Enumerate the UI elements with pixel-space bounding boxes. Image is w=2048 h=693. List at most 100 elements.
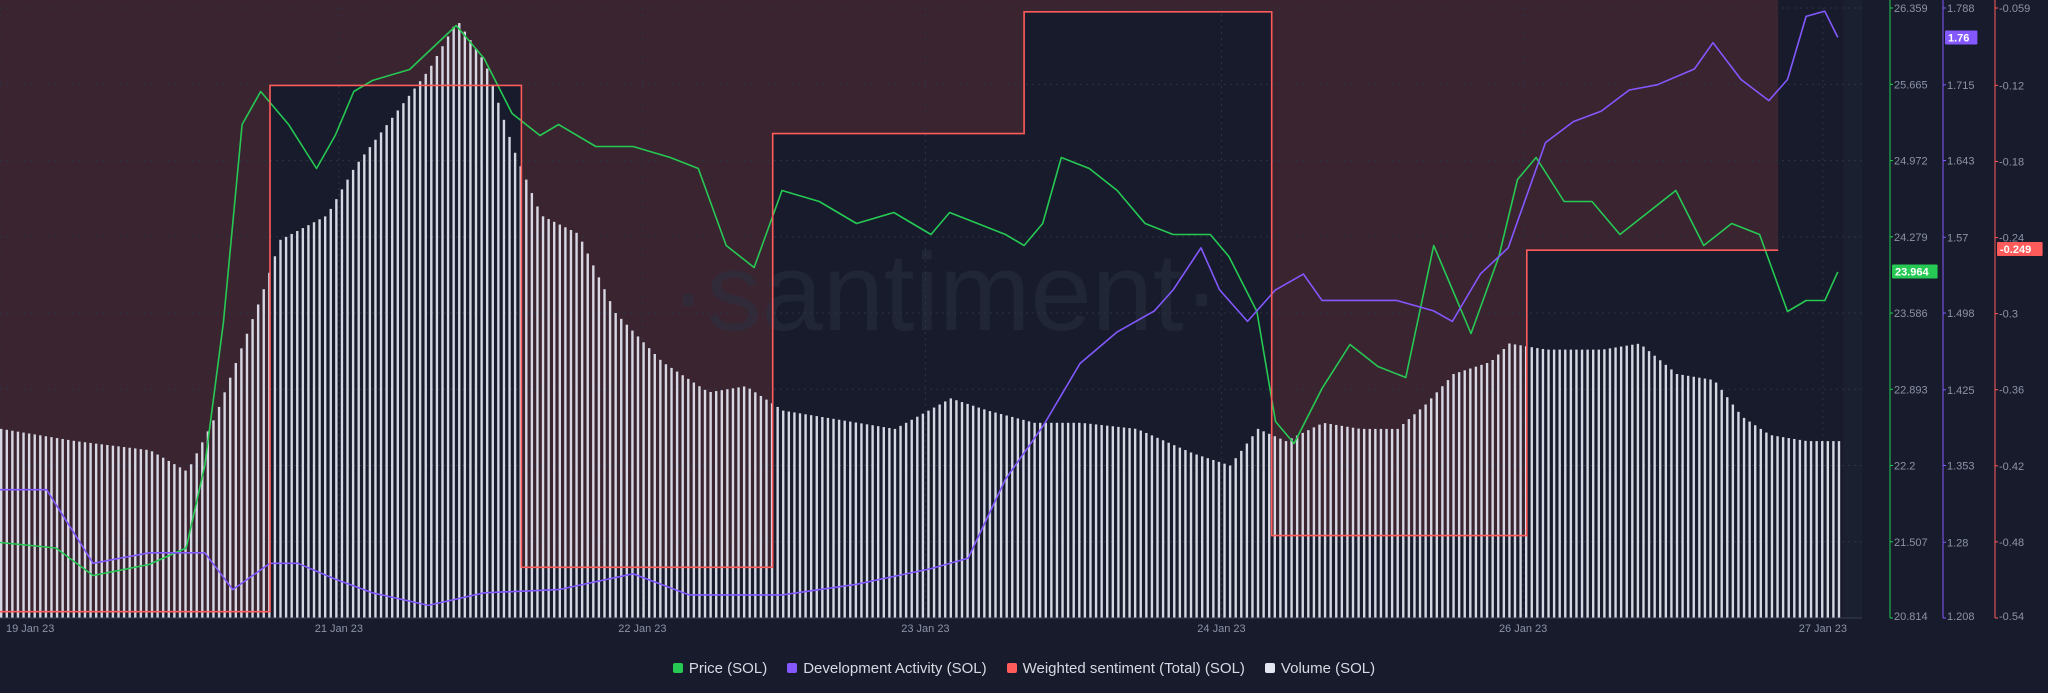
volume-bar — [1541, 348, 1545, 618]
legend-swatch-price — [672, 663, 683, 673]
volume-bar — [1776, 436, 1779, 618]
volume-bar — [396, 110, 400, 618]
volume-bar — [189, 464, 193, 618]
volume-bar — [1078, 422, 1081, 618]
volume-bar — [1217, 461, 1221, 618]
axis-tick-label-price: 23.586 — [1894, 308, 1928, 320]
volume-bar — [100, 444, 103, 618]
volume-bar — [1469, 368, 1472, 618]
axis-tick-label-dev-activity: 1.353 — [1947, 461, 1975, 473]
volume-bar — [1044, 422, 1047, 618]
volume-bar — [1742, 417, 1746, 618]
volume-bar — [742, 386, 746, 618]
volume-bar — [631, 330, 634, 618]
volume-bar — [1457, 372, 1461, 618]
sentiment-region-low — [1271, 535, 1527, 618]
volume-bar — [273, 256, 277, 618]
volume-bar — [1206, 458, 1209, 618]
volume-bar — [374, 139, 377, 618]
volume-bar — [1167, 442, 1170, 618]
volume-bar — [167, 460, 170, 618]
volume-bar — [653, 353, 656, 618]
volume-bar — [11, 430, 14, 618]
volume-bar — [983, 409, 986, 618]
volume-bar — [1089, 423, 1092, 618]
volume-bar — [1435, 392, 1439, 618]
volume-bar — [1335, 424, 1338, 618]
volume-bar — [1686, 375, 1690, 618]
volume-bar — [323, 216, 327, 618]
volume-bar — [1452, 374, 1455, 618]
volume-bar — [178, 467, 182, 618]
volume-bar — [340, 189, 344, 618]
volume-bar — [1318, 424, 1321, 618]
volume-bar — [849, 421, 852, 618]
volume-bar — [709, 391, 712, 618]
legend-item-price[interactable]: Price (SOL) — [672, 659, 768, 677]
volume-bar — [1301, 432, 1304, 618]
volume-bar — [1295, 435, 1299, 618]
axis-tick-label-dev-activity: 1.28 — [1947, 537, 1968, 549]
volume-bar — [0, 428, 3, 618]
volume-bar — [1659, 360, 1662, 618]
volume-bar — [675, 371, 679, 618]
volume-bar — [960, 402, 964, 618]
volume-bar — [1256, 428, 1260, 618]
volume-bar — [692, 382, 696, 618]
volume-bar — [1050, 422, 1053, 618]
volume-bar — [966, 403, 969, 618]
volume-bar — [201, 442, 204, 618]
legend-item-sentiment[interactable]: Weighted sentiment (Total) (SOL) — [1006, 660, 1245, 677]
volume-bar — [1446, 380, 1450, 618]
volume-bar — [659, 359, 662, 618]
volume-bar — [1061, 422, 1064, 618]
volume-bar — [575, 232, 578, 618]
volume-bar — [843, 420, 846, 618]
volume-bar — [1111, 426, 1115, 618]
volume-bar — [620, 318, 623, 618]
current-value-label-price: 23.964 — [1895, 266, 1930, 278]
volume-bar — [1307, 430, 1310, 618]
volume-bar — [1731, 404, 1735, 618]
volume-bar — [536, 206, 539, 618]
volume-bar — [1340, 425, 1344, 618]
volume-bar — [223, 392, 226, 618]
volume-bar — [1547, 349, 1550, 618]
volume-bar — [804, 414, 807, 618]
volume-bar — [525, 179, 528, 618]
volume-bar — [904, 422, 908, 618]
axis-tick-label-sentiment: -0.36 — [1999, 385, 2024, 397]
series-line-sentiment — [0, 11, 1779, 613]
volume-bar — [1670, 369, 1673, 618]
volume-bar — [877, 426, 880, 618]
x-tick-label: 22 Jan 23 — [618, 623, 666, 635]
volume-bar — [1619, 346, 1623, 618]
volume-bar — [1402, 424, 1405, 618]
volume-bar — [1502, 348, 1506, 618]
volume-bar — [1016, 418, 1020, 618]
volume-bar — [1228, 465, 1232, 618]
legend-item-volume[interactable]: Volume (SOL) — [1264, 660, 1375, 677]
volume-bar — [251, 319, 254, 618]
volume-bar — [363, 154, 366, 618]
volume-bar — [307, 225, 310, 618]
volume-bar — [33, 434, 36, 618]
volume-bar — [1580, 349, 1584, 618]
volume-bar — [1474, 366, 1478, 618]
volume-bar — [860, 423, 863, 618]
volume-bar — [128, 447, 131, 618]
volume-bar — [1597, 349, 1600, 618]
pad-region — [1843, 0, 1862, 618]
legend-label-price: Price (SOL) — [688, 659, 768, 677]
volume-bar — [1128, 428, 1131, 618]
volume-bar — [402, 103, 405, 618]
volume-bar — [161, 457, 165, 618]
volume-bar — [27, 433, 31, 618]
volume-bar — [1793, 438, 1796, 618]
volume-bar — [279, 239, 282, 619]
legend-item-dev-activity[interactable]: Development Activity (SOL) — [787, 660, 987, 677]
volume-bar — [1653, 355, 1656, 618]
x-tick-label: 23 Jan 23 — [901, 623, 949, 635]
volume-bar — [1223, 463, 1226, 618]
